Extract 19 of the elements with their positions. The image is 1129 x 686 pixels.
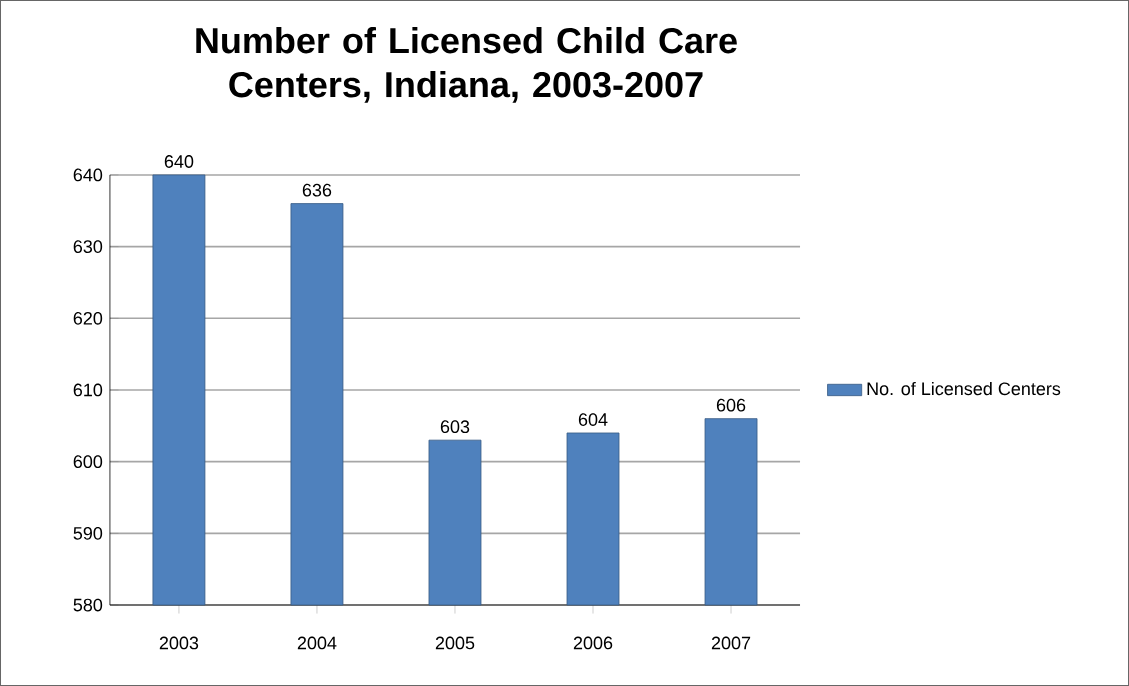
x-tick-label: 2003 bbox=[159, 636, 199, 650]
y-tick-label: 590 bbox=[73, 526, 103, 540]
y-tick-label: 630 bbox=[73, 240, 103, 254]
data-label: 604 bbox=[578, 413, 608, 426]
data-label: 606 bbox=[716, 398, 746, 412]
x-tick-label: 2005 bbox=[435, 636, 475, 650]
x-tick-label: 2004 bbox=[297, 636, 337, 650]
chart-title: Number of Licensed Child Care Centers, Indiana, 2003-2007 bbox=[196, 26, 737, 103]
data-label: 640 bbox=[164, 155, 194, 168]
y-tick-label: 610 bbox=[73, 383, 103, 397]
x-tick-label: 2006 bbox=[573, 636, 613, 650]
x-tick-label: 2007 bbox=[711, 636, 751, 650]
legend-label: No. of Licensed Centers bbox=[867, 381, 1061, 396]
data-label: 603 bbox=[440, 420, 470, 434]
y-tick-label: 620 bbox=[73, 311, 103, 325]
y-tick-label: 600 bbox=[73, 455, 103, 469]
y-tick-label: 640 bbox=[73, 168, 103, 182]
data-label: 636 bbox=[302, 183, 332, 197]
y-tick-label: 580 bbox=[73, 598, 103, 612]
